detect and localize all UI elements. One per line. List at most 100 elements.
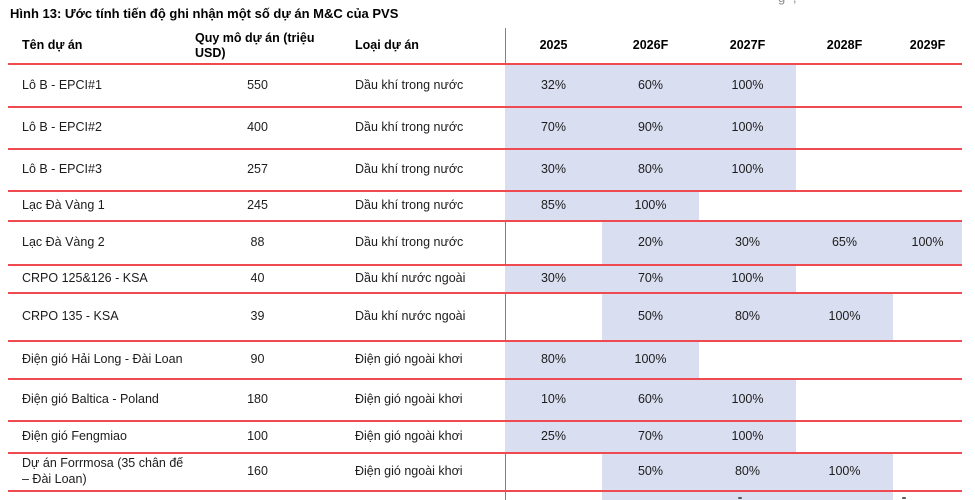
progress-cell-2025 (505, 222, 602, 264)
progress-cell-2025 (505, 294, 602, 340)
progress-table: Tên dự án Quy mô dự án (triệu USD) Loại … (8, 28, 962, 500)
project-name-cell: Lô B - EPCI#3 (22, 162, 102, 177)
progress-cell-2029f (893, 150, 962, 190)
progress-cell-2027f: 100% (699, 108, 796, 148)
project-type-cell: Dầu khí trong nước (355, 235, 464, 250)
progress-cell-2025: 80% (505, 342, 602, 378)
progress-cell-2026f: 50% (602, 294, 699, 340)
progress-cell-2028f (796, 422, 893, 452)
header-year-2027f: 2027F (729, 37, 766, 52)
project-type-cell: Dầu khí nước ngoài (355, 309, 466, 324)
progress-cell-2027f: 30% (699, 222, 796, 264)
project-size-cell: 39 (250, 309, 265, 324)
project-name-cell: Dự án Forrmosa (35 chân đế – Đài Loan) (22, 456, 184, 486)
progress-cell-2026f: 70% (602, 266, 699, 292)
progress-cell-2025 (505, 492, 602, 500)
header-year-2028f: 2028F (826, 37, 863, 52)
project-size-cell: 88 (250, 235, 265, 250)
table-row: Lô B - EPCI#3 257 Dầu khí trong nước 30%… (8, 148, 962, 190)
header-project-size: Quy mô dự án (triệu USD) (195, 31, 315, 60)
progress-cell-2029f (893, 342, 962, 378)
progress-cell-2026f: 80% (602, 150, 699, 190)
progress-cell-2029f: 100% (893, 222, 962, 264)
progress-cell-2028f (796, 65, 893, 106)
progress-cell-2026f: 60% (602, 65, 699, 106)
progress-cell-2026f (602, 492, 699, 500)
progress-cell-2025: 30% (505, 266, 602, 292)
progress-cell-2025: 70% (505, 108, 602, 148)
progress-cell-2026f: 50% (602, 454, 699, 490)
progress-cell-2028f: 65% (796, 222, 893, 264)
progress-cell-2025 (505, 454, 602, 490)
progress-cell-2028f (796, 150, 893, 190)
progress-cell-2027f: 100% (699, 266, 796, 292)
progress-cell-2025: 10% (505, 380, 602, 420)
progress-cell-2027f: 100% (699, 150, 796, 190)
progress-cell-2026f: 100% (602, 192, 699, 220)
project-size-cell: 180 (247, 392, 268, 407)
progress-cell-2028f: 100% (796, 454, 893, 490)
progress-cell-2027f: 100% (699, 422, 796, 452)
project-name-cell: Lô B - EPCI#1 (22, 77, 102, 92)
project-name-cell (8, 492, 185, 500)
progress-cell-2027f (699, 492, 796, 500)
project-type-cell: Dầu khí nước ngoài (355, 271, 466, 286)
project-type-cell (330, 492, 505, 500)
table-row-clipped (8, 490, 962, 500)
progress-cell-2027f: 100% (699, 65, 796, 106)
figure-title: Hình 13: Ước tính tiến độ ghi nhận một s… (10, 6, 399, 21)
clipped-text-fragment: g , (778, 0, 798, 5)
project-type-cell: Điện gió ngoài khơi (355, 464, 463, 479)
table-row: Điện gió Hải Long - Đài Loan 90 Điện gió… (8, 340, 962, 378)
clipped-glyph-artifact (902, 497, 906, 499)
project-type-cell: Dầu khí trong nước (355, 162, 464, 177)
project-type-cell: Điện gió ngoài khơi (355, 392, 463, 407)
table-row: CRPO 135 - KSA 39 Dầu khí nước ngoài 50%… (8, 292, 962, 340)
project-name-cell: CRPO 135 - KSA (22, 309, 119, 324)
progress-cell-2029f (893, 294, 962, 340)
progress-cell-2026f: 90% (602, 108, 699, 148)
table-row: Dự án Forrmosa (35 chân đế – Đài Loan) 1… (8, 452, 962, 490)
progress-cell-2028f (796, 380, 893, 420)
project-size-cell: 550 (247, 77, 268, 92)
table-row: Lạc Đà Vàng 1 245 Dầu khí trong nước 85%… (8, 190, 962, 220)
project-name-cell: CRPO 125&126 - KSA (22, 271, 148, 286)
progress-cell-2027f: 80% (699, 454, 796, 490)
project-name-cell: Điện gió Hải Long - Đài Loan (22, 352, 183, 367)
project-size-cell: 400 (247, 120, 268, 135)
progress-cell-2025: 32% (505, 65, 602, 106)
table-row: Lạc Đà Vàng 2 88 Dầu khí trong nước 20% … (8, 220, 962, 264)
progress-cell-2028f (796, 266, 893, 292)
progress-cell-2029f (893, 454, 962, 490)
table-header-row: Tên dự án Quy mô dự án (triệu USD) Loại … (8, 28, 962, 63)
progress-cell-2028f: 100% (796, 294, 893, 340)
progress-cell-2027f: 80% (699, 294, 796, 340)
progress-cell-2028f (796, 192, 893, 220)
progress-cell-2027f (699, 342, 796, 378)
table-row: Lô B - EPCI#1 550 Dầu khí trong nước 32%… (8, 63, 962, 106)
progress-cell-2027f: 100% (699, 380, 796, 420)
table-row: CRPO 125&126 - KSA 40 Dầu khí nước ngoài… (8, 264, 962, 292)
progress-cell-2026f: 70% (602, 422, 699, 452)
progress-cell-2026f: 100% (602, 342, 699, 378)
table-row: Điện gió Baltica - Poland 180 Điện gió n… (8, 378, 962, 420)
project-type-cell: Dầu khí trong nước (355, 120, 464, 135)
project-size-cell: 40 (250, 271, 265, 286)
header-project-name: Tên dự án (22, 37, 83, 52)
progress-cell-2028f (796, 108, 893, 148)
header-project-type: Loại dự án (355, 37, 419, 52)
progress-cell-2026f: 60% (602, 380, 699, 420)
project-size-cell: 245 (247, 198, 268, 213)
header-year-2029f: 2029F (909, 37, 946, 52)
project-size-cell: 100 (247, 429, 268, 444)
project-name-cell: Lạc Đà Vàng 1 (22, 198, 105, 213)
progress-cell-2025: 25% (505, 422, 602, 452)
project-size-cell: 257 (247, 162, 268, 177)
project-name-cell: Điện gió Baltica - Poland (22, 392, 159, 407)
progress-cell-2029f (893, 380, 962, 420)
progress-cell-2028f (796, 342, 893, 378)
progress-cell-2026f: 20% (602, 222, 699, 264)
progress-cell-2029f (893, 422, 962, 452)
progress-cell-2028f (796, 492, 893, 500)
